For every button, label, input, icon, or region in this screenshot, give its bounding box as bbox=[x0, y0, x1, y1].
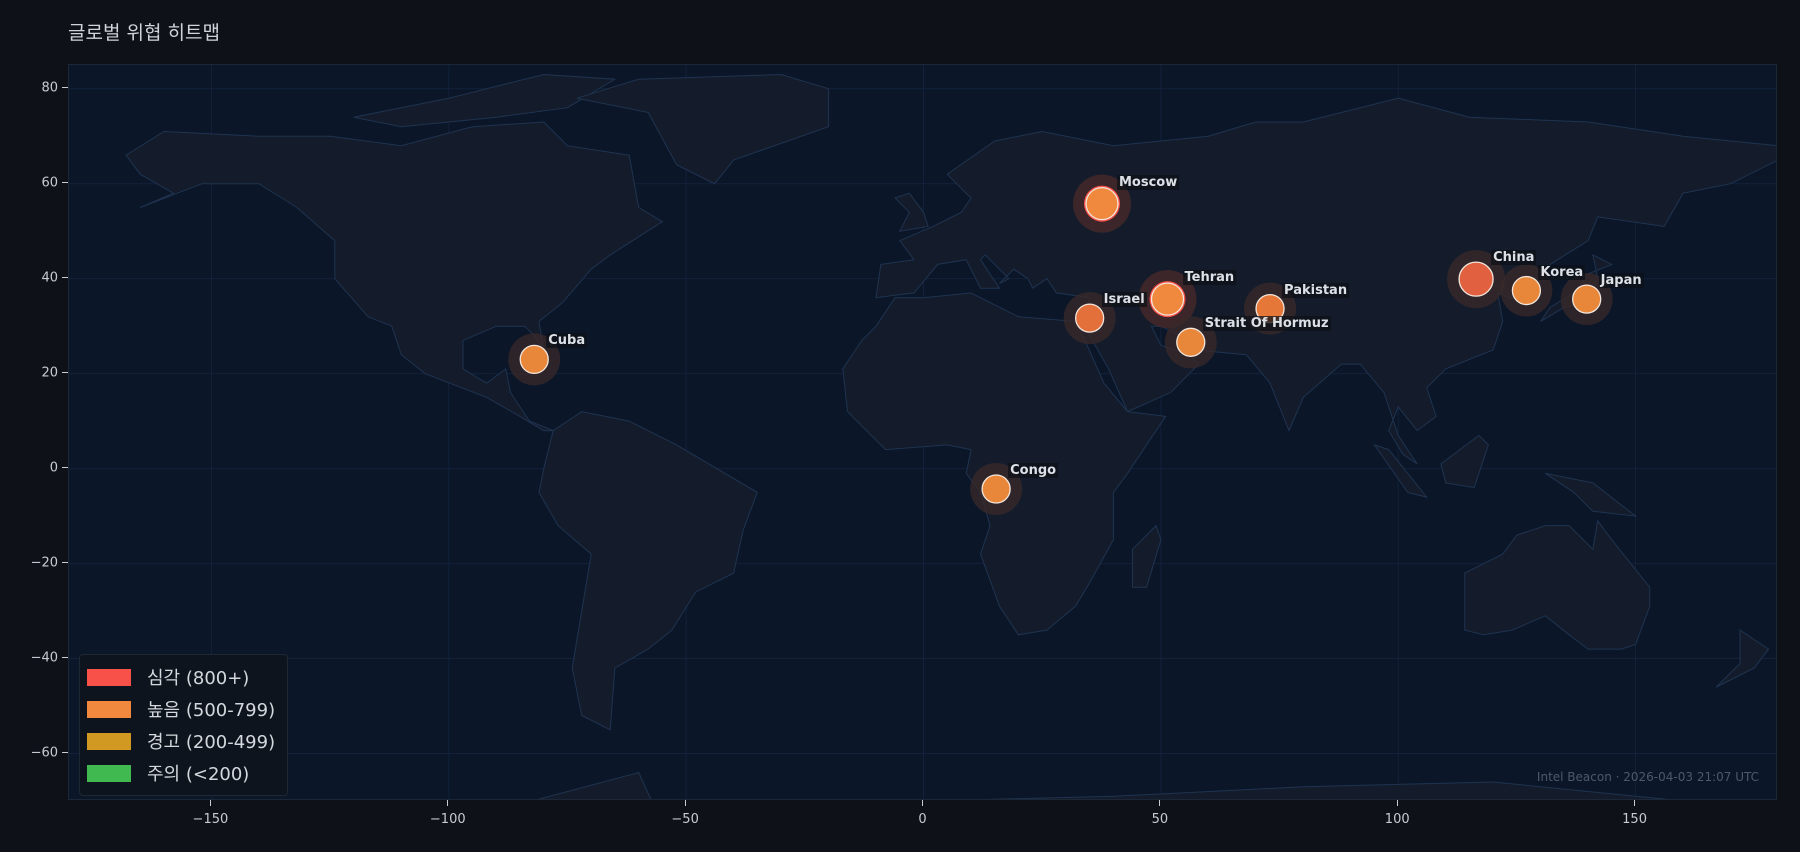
x-tick-mark bbox=[1396, 800, 1398, 806]
map-plot-area[interactable]: Moscow Tehran Israel Strait Of Hormuz Pakist… bbox=[68, 64, 1777, 800]
threat-marker bbox=[1150, 282, 1185, 316]
marker-label: China bbox=[1491, 250, 1537, 266]
legend-swatch bbox=[87, 764, 131, 782]
threat-marker bbox=[1511, 275, 1542, 306]
land-borneo bbox=[1440, 434, 1489, 489]
y-tick-mark bbox=[62, 657, 68, 659]
threat-marker bbox=[1572, 284, 1602, 314]
legend: 심각 (800+) 높음 (500-799) 경고 (200-499) 주의 (… bbox=[79, 654, 288, 796]
land-south-america bbox=[538, 411, 758, 731]
marker-label: Strait Of Hormuz bbox=[1202, 316, 1331, 332]
x-tick-label: 50 bbox=[1151, 812, 1169, 827]
legend-swatch bbox=[87, 732, 131, 750]
y-tick-mark bbox=[62, 182, 68, 184]
y-tick-label: 80 bbox=[41, 80, 58, 96]
y-tick-label: −40 bbox=[30, 650, 58, 666]
threat-marker bbox=[1075, 303, 1105, 333]
legend-label: 높음 (500-799) bbox=[147, 700, 276, 721]
y-tick-label: −60 bbox=[30, 745, 58, 761]
land-antarctica bbox=[537, 771, 1669, 799]
land-great-britain bbox=[894, 192, 929, 232]
threat-marker bbox=[981, 474, 1011, 504]
marker-label: Israel bbox=[1101, 292, 1147, 308]
y-tick-mark bbox=[62, 467, 68, 469]
x-tick-mark bbox=[1634, 800, 1636, 806]
legend-swatch bbox=[87, 700, 131, 718]
x-tick-mark bbox=[1159, 800, 1161, 806]
land-africa bbox=[842, 292, 1167, 636]
map-title: 글로벌 위협 히트맵 bbox=[68, 22, 220, 44]
x-tick-label: 100 bbox=[1384, 812, 1410, 827]
x-tick-mark bbox=[447, 800, 449, 806]
marker-label: Congo bbox=[1008, 463, 1059, 479]
legend-item-warning: 경고 (200-499) bbox=[80, 725, 287, 757]
x-tick-mark bbox=[684, 800, 686, 806]
legend-label: 주의 (<200) bbox=[147, 764, 250, 785]
y-tick-label: 60 bbox=[41, 175, 58, 191]
marker-label: Tehran bbox=[1182, 270, 1237, 286]
x-tick-mark bbox=[922, 800, 923, 806]
land-sumatra bbox=[1373, 443, 1429, 498]
x-tick-mark bbox=[209, 800, 211, 806]
world-map[interactable] bbox=[69, 65, 1777, 800]
x-tick-label: −100 bbox=[429, 812, 466, 827]
y-tick-mark bbox=[62, 87, 68, 89]
marker-label: Korea bbox=[1538, 264, 1586, 280]
marker-label: Moscow bbox=[1116, 174, 1180, 190]
land-arctic-islands bbox=[353, 73, 617, 128]
legend-label: 경고 (200-499) bbox=[147, 732, 276, 753]
marker-label: Cuba bbox=[546, 333, 588, 349]
y-tick-mark bbox=[62, 372, 68, 374]
threat-marker bbox=[1176, 327, 1206, 357]
y-tick-label: 0 bbox=[49, 460, 58, 476]
threat-marker bbox=[1085, 187, 1119, 221]
threat-marker bbox=[1458, 261, 1494, 297]
legend-item-critical: 심각 (800+) bbox=[80, 661, 287, 693]
y-tick-mark bbox=[62, 752, 68, 754]
y-tick-label: −20 bbox=[30, 555, 58, 571]
x-tick-label: 150 bbox=[1622, 812, 1647, 827]
x-tick-label: −50 bbox=[671, 812, 699, 827]
land-new-guinea bbox=[1545, 472, 1638, 517]
x-tick-label: 0 bbox=[918, 812, 927, 827]
watermark: Intel Beacon · 2026-04-03 21:07 UTC bbox=[1536, 770, 1759, 784]
land-new-zealand bbox=[1715, 629, 1770, 688]
y-tick-label: 40 bbox=[41, 270, 58, 286]
land-australia bbox=[1464, 519, 1651, 650]
land-north-america bbox=[125, 121, 664, 432]
marker-label: Japan bbox=[1598, 273, 1644, 289]
y-tick-mark bbox=[62, 277, 68, 279]
legend-item-high: 높음 (500-799) bbox=[80, 693, 287, 725]
land-greenland bbox=[576, 73, 830, 185]
x-tick-label: −150 bbox=[192, 812, 229, 827]
legend-item-caution: 주의 (<200) bbox=[80, 757, 287, 789]
land-madagascar bbox=[1131, 524, 1162, 588]
marker-label: Pakistan bbox=[1282, 282, 1350, 298]
legend-label: 심각 (800+) bbox=[147, 668, 250, 689]
legend-swatch bbox=[87, 668, 131, 686]
threat-marker bbox=[519, 344, 549, 375]
y-tick-label: 20 bbox=[41, 365, 58, 381]
y-tick-mark bbox=[62, 562, 68, 564]
